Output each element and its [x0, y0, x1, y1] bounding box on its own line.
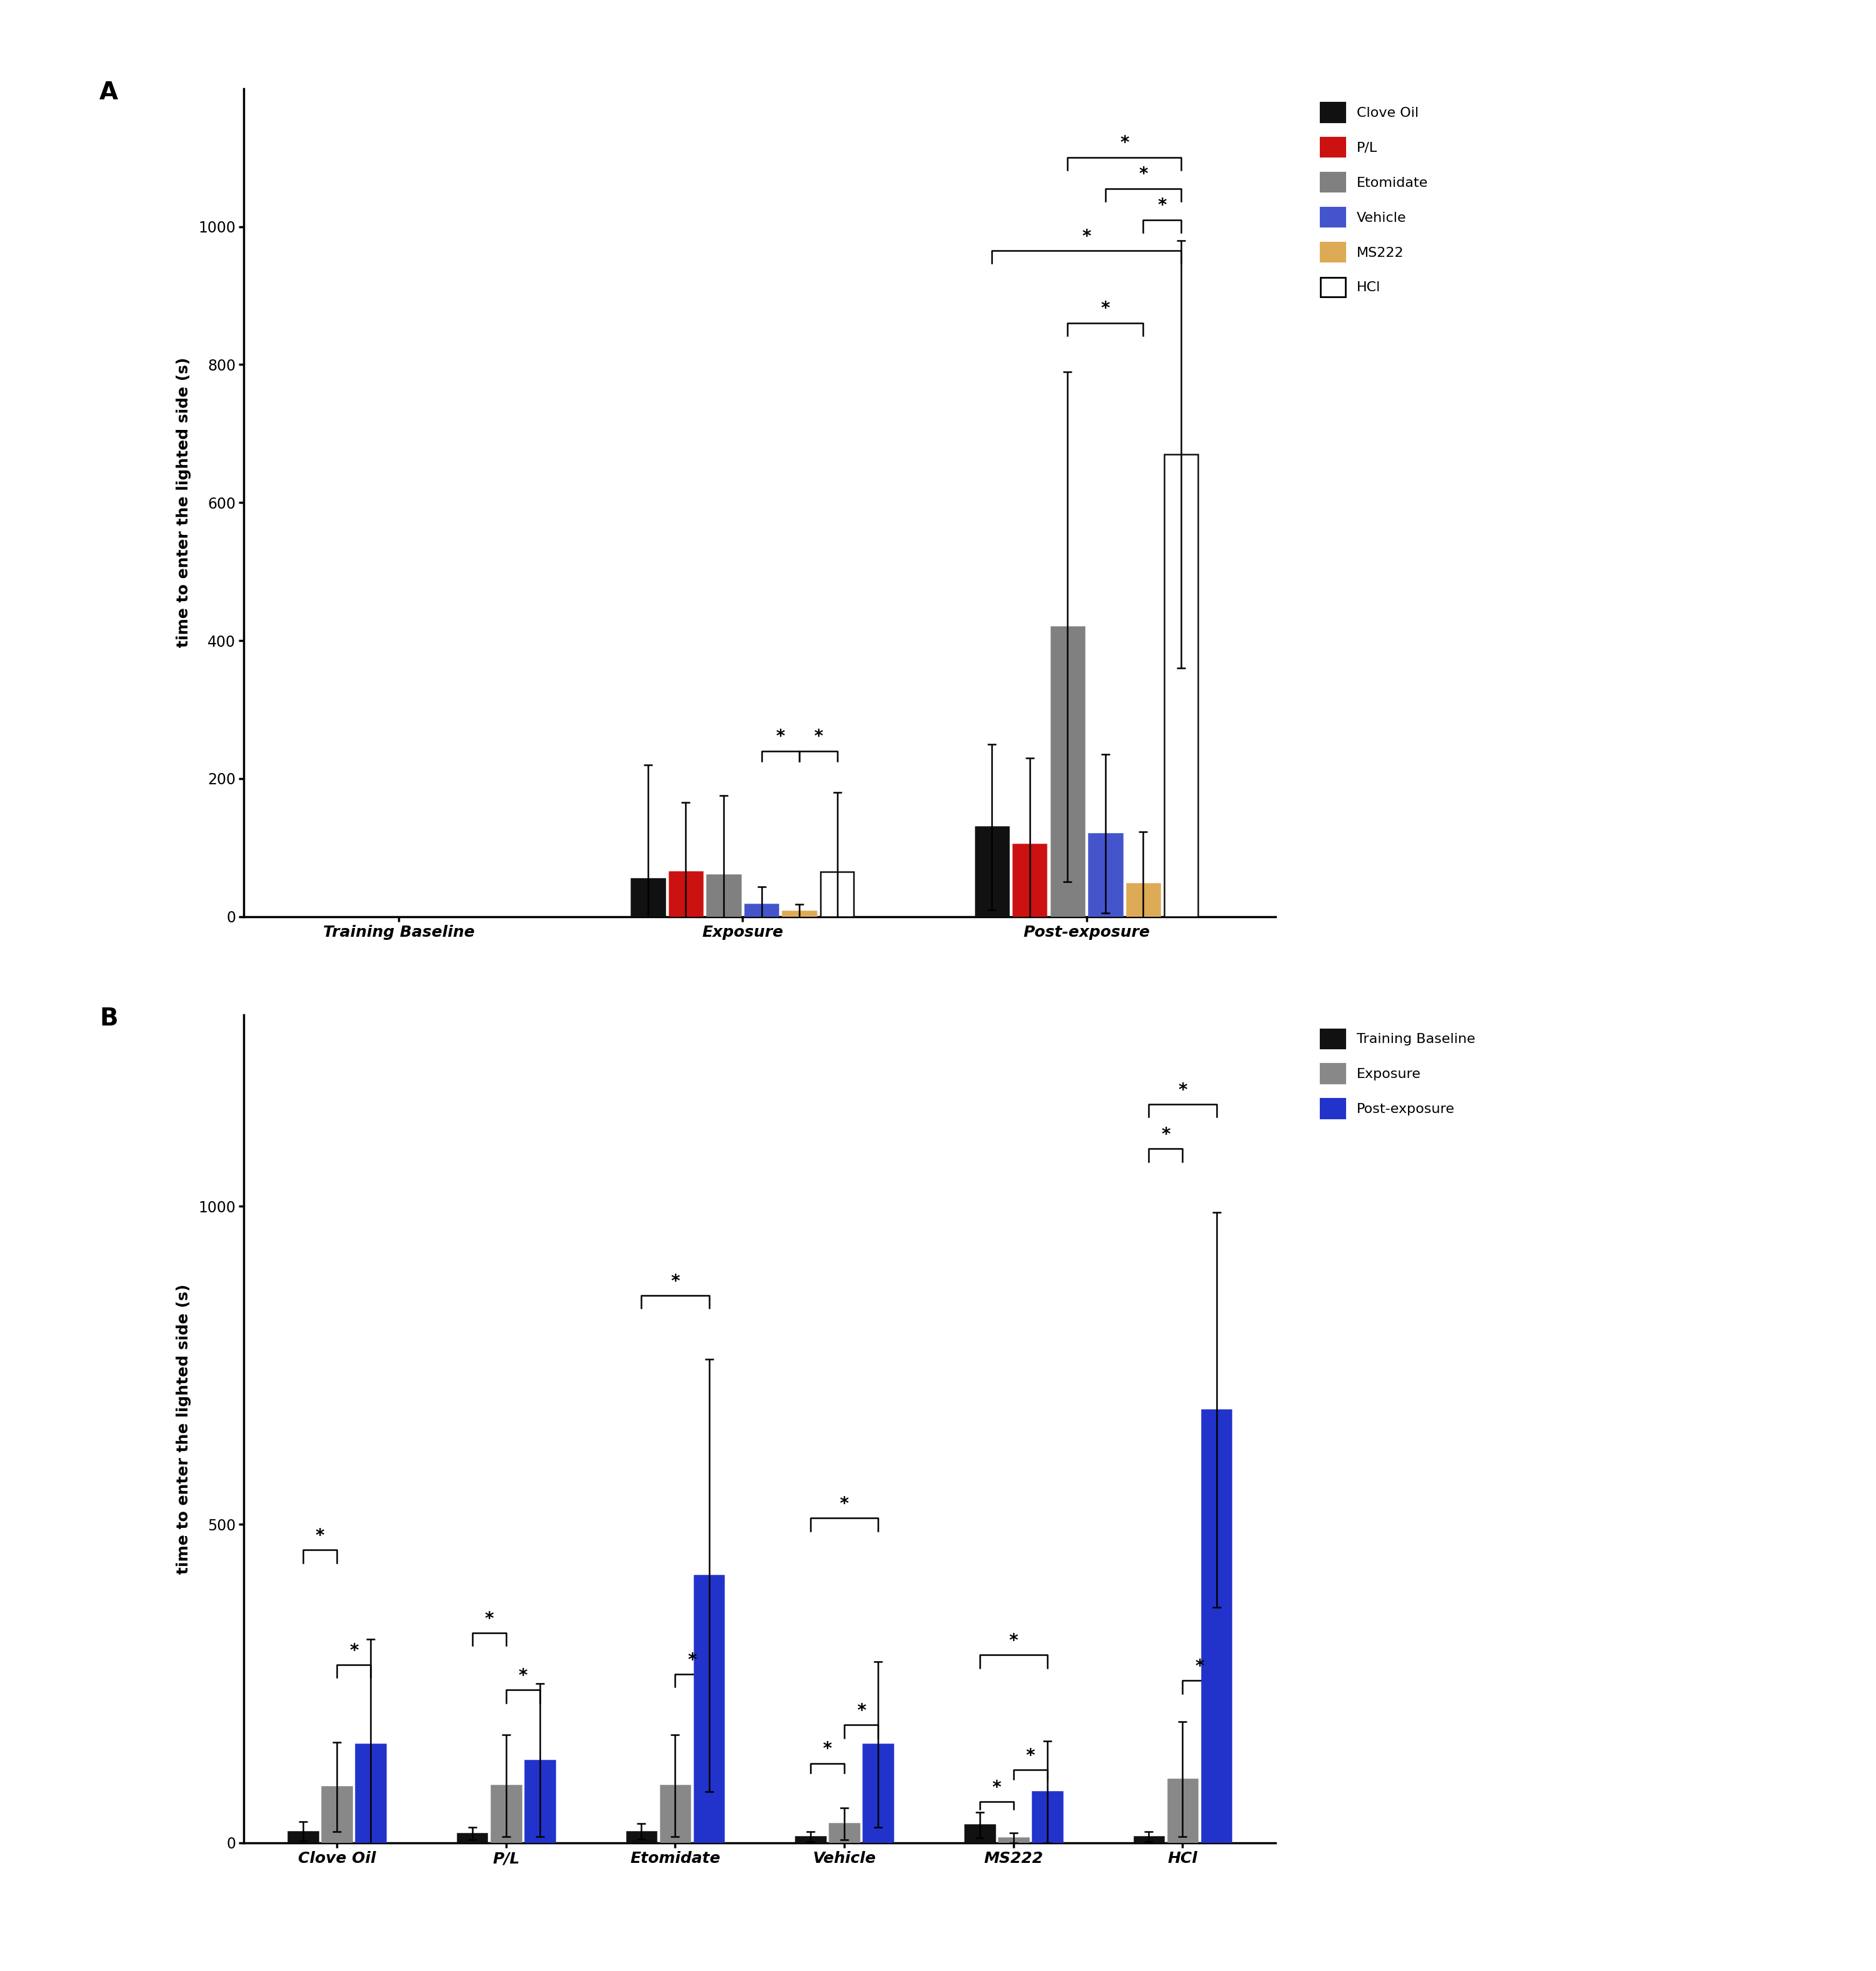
Text: A: A: [99, 81, 118, 104]
Bar: [863, 1744, 893, 1843]
Bar: [707, 875, 741, 917]
Text: *: *: [857, 1703, 867, 1721]
Bar: [1127, 883, 1159, 917]
Legend: Training Baseline, Exposure, Post-exposure: Training Baseline, Exposure, Post-exposu…: [1313, 1023, 1482, 1125]
Bar: [976, 828, 1009, 917]
Text: *: *: [688, 1652, 696, 1669]
Bar: [492, 1786, 522, 1843]
Text: *: *: [1082, 229, 1092, 244]
Bar: [1088, 834, 1122, 917]
Bar: [1051, 627, 1084, 917]
Bar: [1165, 453, 1197, 917]
Bar: [627, 1831, 657, 1843]
Text: *: *: [349, 1642, 358, 1660]
Bar: [1133, 1837, 1163, 1843]
Text: *: *: [672, 1273, 679, 1291]
Text: *: *: [484, 1610, 493, 1628]
Text: *: *: [824, 1740, 831, 1758]
Legend: Clove Oil, P/L, Etomidate, Vehicle, MS222, HCl: Clove Oil, P/L, Etomidate, Vehicle, MS22…: [1313, 97, 1435, 304]
Text: *: *: [1178, 1082, 1188, 1100]
Bar: [829, 1823, 859, 1843]
Y-axis label: time to enter the lighted side (s): time to enter the lighted side (s): [176, 1283, 191, 1575]
Bar: [660, 1786, 690, 1843]
Bar: [795, 1837, 825, 1843]
Bar: [632, 879, 664, 917]
Bar: [525, 1760, 555, 1843]
Text: *: *: [992, 1780, 1002, 1796]
Bar: [458, 1833, 488, 1843]
Text: *: *: [840, 1496, 848, 1514]
Text: *: *: [777, 727, 784, 745]
Text: *: *: [1139, 166, 1148, 183]
Text: *: *: [1161, 1125, 1171, 1143]
Text: *: *: [315, 1528, 325, 1545]
Text: *: *: [814, 727, 824, 745]
Bar: [356, 1744, 386, 1843]
Bar: [782, 911, 816, 917]
Text: B: B: [99, 1007, 118, 1031]
Bar: [1013, 844, 1047, 917]
Bar: [670, 871, 702, 917]
Bar: [323, 1788, 353, 1843]
Bar: [1203, 1409, 1231, 1843]
Text: *: *: [1009, 1632, 1019, 1650]
Bar: [964, 1825, 994, 1843]
Text: *: *: [1120, 134, 1129, 152]
Y-axis label: time to enter the lighted side (s): time to enter the lighted side (s): [176, 357, 191, 648]
Text: *: *: [1195, 1658, 1204, 1675]
Bar: [820, 871, 854, 917]
Text: *: *: [1157, 197, 1167, 215]
Bar: [1032, 1792, 1062, 1843]
Bar: [1167, 1780, 1197, 1843]
Text: *: *: [1026, 1746, 1036, 1764]
Text: *: *: [1101, 300, 1111, 317]
Bar: [289, 1831, 317, 1843]
Bar: [694, 1575, 724, 1843]
Text: *: *: [518, 1667, 527, 1685]
Bar: [745, 905, 779, 917]
Bar: [998, 1837, 1028, 1843]
